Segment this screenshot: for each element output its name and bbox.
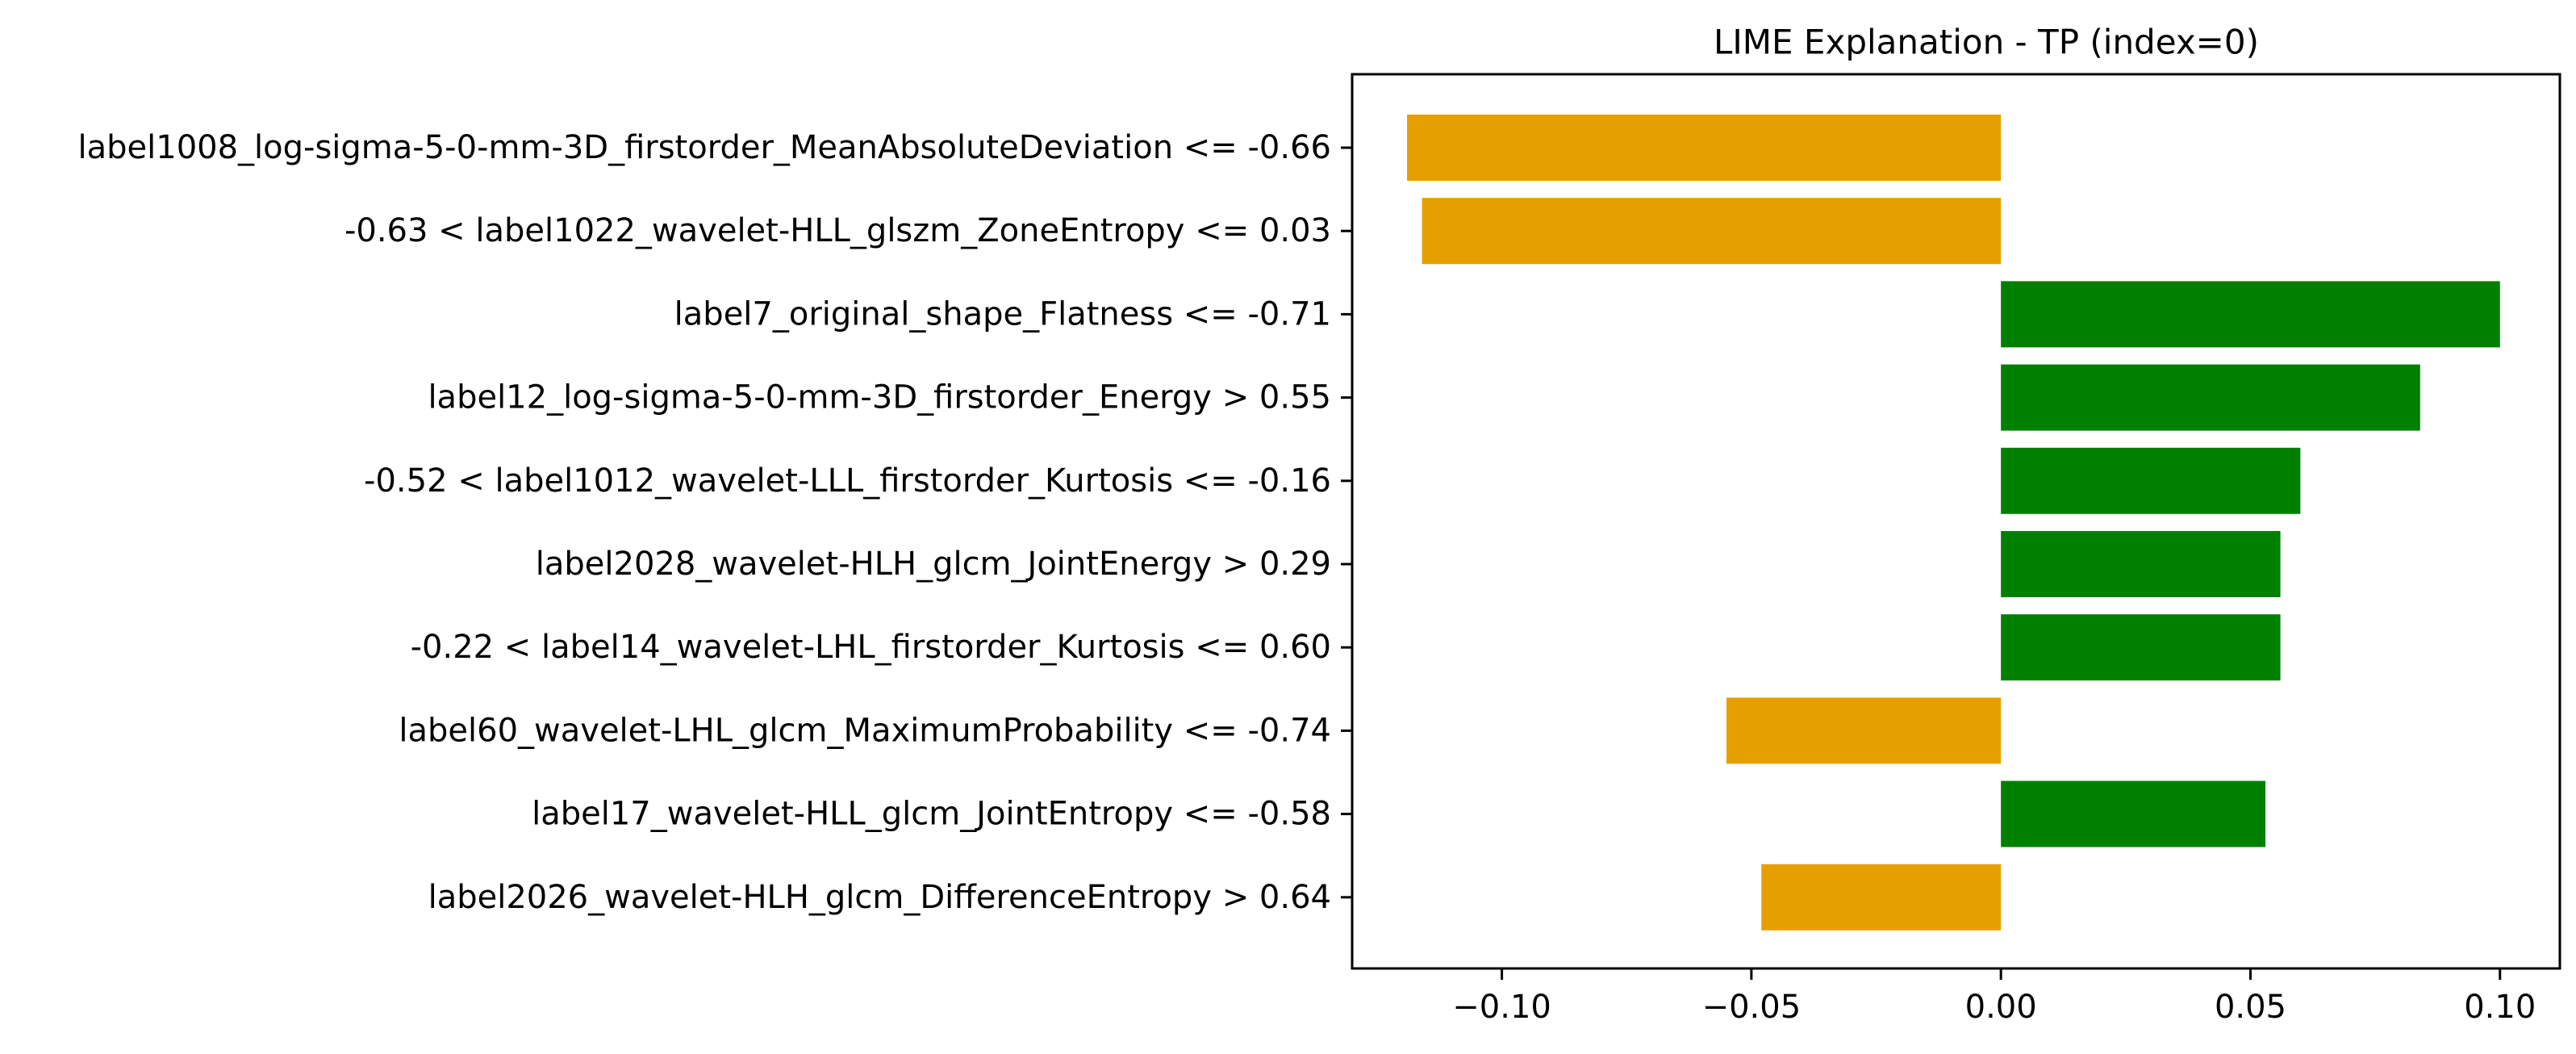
y-tick-label-8: label17_wavelet-HLL_glcm_JointEntropy <=… xyxy=(532,796,1331,833)
bar-9 xyxy=(1761,864,2002,931)
x-tick-label-0: −0.10 xyxy=(1452,989,1551,1026)
plot-frame xyxy=(1351,73,2561,970)
bar-3 xyxy=(2001,364,2420,431)
bar-8 xyxy=(2001,780,2266,847)
y-tick-label-3: label12_log-sigma-5-0-mm-3D_firstorder_E… xyxy=(428,379,1331,416)
x-tick-label-3: 0.05 xyxy=(2215,989,2286,1026)
y-tick-label-5: label2028_wavelet-HLH_glcm_JointEnergy >… xyxy=(536,546,1331,583)
y-tick-label-1: -0.63 < label1022_wavelet-HLL_glszm_Zone… xyxy=(344,212,1331,249)
x-tick-label-1: −0.05 xyxy=(1702,989,1802,1026)
y-tick-label-6: -0.22 < label14_wavelet-LHL_firstorder_K… xyxy=(411,629,1331,666)
bar-4 xyxy=(2001,447,2301,514)
y-tick-label-0: label1008_log-sigma-5-0-mm-3D_firstorder… xyxy=(78,129,1332,166)
y-tick-label-2: label7_original_shape_Flatness <= -0.71 xyxy=(674,295,1331,333)
bar-6 xyxy=(2001,614,2281,681)
y-tick-label-7: label60_wavelet-LHL_glcm_MaximumProbabil… xyxy=(399,712,1331,749)
x-tick-label-2: 0.00 xyxy=(1965,989,2037,1026)
bar-0 xyxy=(1407,115,2002,181)
x-axis: −0.10 −0.05 0.00 0.05 0.10 xyxy=(1452,968,2536,1026)
y-tick-label-4: -0.52 < label1012_wavelet-LLL_firstorder… xyxy=(364,462,1331,500)
x-tick-label-4: 0.10 xyxy=(2464,989,2536,1026)
bars-layer xyxy=(1407,115,2500,931)
bar-2 xyxy=(2001,281,2500,348)
chart-title: LIME Explanation - TP (index=0) xyxy=(1714,23,2259,62)
bar-5 xyxy=(2001,531,2281,597)
bar-7 xyxy=(1726,697,2002,764)
bar-1 xyxy=(1422,198,2002,265)
y-tick-label-9: label2026_wavelet-HLH_glcm_DifferenceEnt… xyxy=(428,879,1331,916)
y-tick-labels: label1008_log-sigma-5-0-mm-3D_firstorder… xyxy=(78,129,1352,916)
